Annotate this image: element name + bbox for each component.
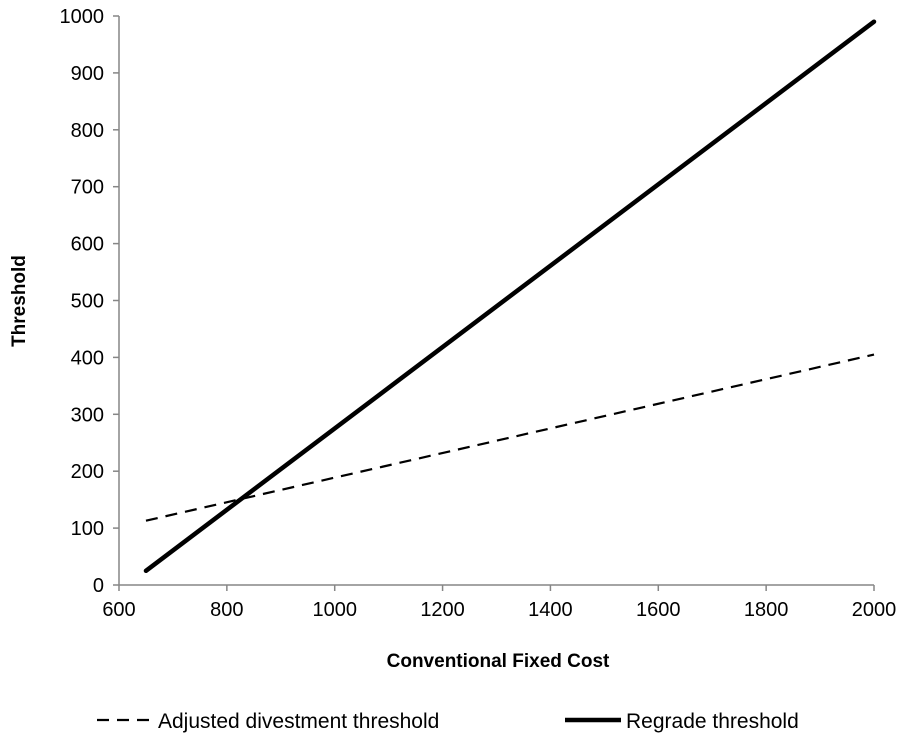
y-tick-label: 700 bbox=[71, 177, 104, 199]
series-line-2 bbox=[143, 19, 877, 574]
x-tick-label: 1400 bbox=[528, 599, 573, 621]
y-tick-label: 600 bbox=[71, 234, 104, 256]
y-tick-label: 100 bbox=[71, 518, 104, 540]
x-axis-ticks: 600 800 1000 1200 1400 1600 1800 2000 bbox=[102, 585, 896, 621]
y-tick-label: 500 bbox=[71, 291, 104, 313]
x-tick-label: 1000 bbox=[312, 599, 357, 621]
y-tick-label: 1000 bbox=[60, 6, 105, 28]
y-tick-label: 400 bbox=[71, 347, 104, 369]
y-tick-label: 200 bbox=[71, 461, 104, 483]
y-tick-label: 300 bbox=[71, 404, 104, 426]
x-tick-label: 1600 bbox=[636, 599, 681, 621]
x-tick-label: 1800 bbox=[744, 599, 789, 621]
y-tick-label: 900 bbox=[71, 63, 104, 85]
x-tick-label: 800 bbox=[210, 599, 243, 621]
x-tick-label: 600 bbox=[102, 599, 135, 621]
legend: Adjusted divestment threshold Regrade thr… bbox=[97, 710, 799, 733]
chart-axes bbox=[118, 16, 874, 586]
legend-label: Regrade threshold bbox=[626, 710, 799, 733]
series-line-1 bbox=[145, 353, 875, 522]
y-tick-label: 800 bbox=[71, 120, 104, 142]
series-layer bbox=[143, 19, 877, 574]
legend-label: Adjusted divestment threshold bbox=[158, 710, 439, 733]
x-tick-label: 2000 bbox=[852, 599, 897, 621]
x-tick-label: 1200 bbox=[420, 599, 465, 621]
x-axis-title: Conventional Fixed Cost bbox=[387, 651, 610, 672]
y-axis-title: Threshold bbox=[9, 255, 30, 347]
y-tick-label: 0 bbox=[93, 575, 104, 597]
y-axis-ticks: 0 100 200 300 400 500 600 700 800 900 1000 bbox=[60, 6, 119, 597]
